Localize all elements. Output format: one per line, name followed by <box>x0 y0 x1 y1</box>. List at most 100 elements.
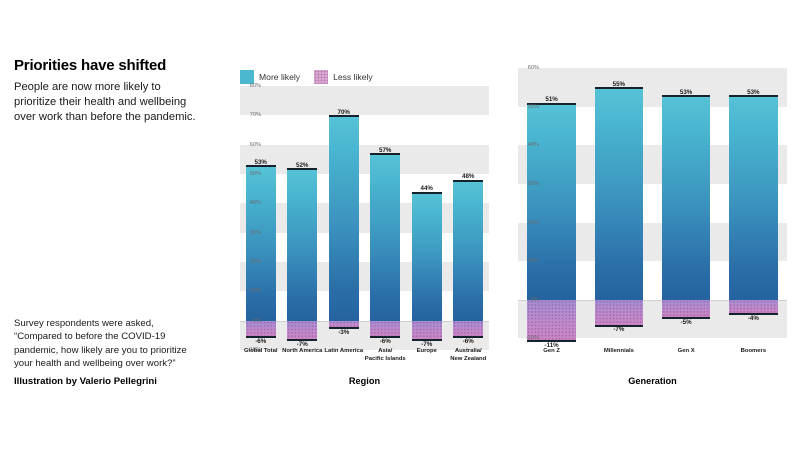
chart-region: 53% -6% 52% -7% 70% -3% 57% -6% 44% -7% 48% -6% 80% 7… <box>214 83 490 386</box>
legend-item-more-likely: More likely <box>240 70 300 84</box>
x-axis-category-label: Latin America <box>324 348 364 354</box>
y-axis-labels-region: 80% 70% 60% 50% 40% 30% 20% 10% 0% -10% <box>240 83 264 353</box>
bar-slot[interactable]: 44% -7% <box>406 86 448 350</box>
y-axis-tick: 50% <box>527 103 539 110</box>
bar-slot[interactable]: 57% -6% <box>365 86 407 350</box>
bar-less-likely[interactable]: -6% <box>370 320 401 345</box>
y-axis-tick: 20% <box>249 259 261 265</box>
bar-less-likely[interactable]: -7% <box>287 320 318 348</box>
plot-area-region: 53% -6% 52% -7% 70% -3% 57% -6% 44% -7% 48% -6% 80% 7… <box>240 83 490 353</box>
grid-band <box>240 320 489 350</box>
y-axis-tick: 0% <box>252 317 261 324</box>
zero-axis-line <box>240 320 489 322</box>
x-axis-category-label: Gen X <box>677 348 695 354</box>
bar-less-likely[interactable]: -7% <box>411 320 442 348</box>
bar-value-label-negative: -6% <box>255 337 267 345</box>
bar-value-label-positive: 53% <box>254 158 267 166</box>
bar-slot[interactable]: 51% -11% <box>518 68 585 350</box>
bar-group-generation: 51% -11% 55% -7% 53% -5% 53% -4% <box>518 68 787 350</box>
bar-value-label-positive: 48% <box>462 173 475 181</box>
grid-band <box>240 203 489 233</box>
page-subtitle: People are now more likely to prioritize… <box>14 81 196 124</box>
grid-band <box>240 144 489 174</box>
x-axis-title-generation: Generation <box>628 376 677 386</box>
illustration-credit: Illustration by Valerio Pellegrini <box>14 376 157 387</box>
x-axis-category-label: Europe <box>416 348 437 354</box>
bar-more-likely[interactable]: 53% <box>729 89 778 300</box>
page-title: Priorities have shifted <box>14 57 167 74</box>
bar-slot[interactable]: 48% -6% <box>448 86 490 350</box>
bar-slot[interactable]: 53% -6% <box>240 86 282 350</box>
bar-value-label-negative: -3% <box>338 328 350 336</box>
bar-less-likely[interactable]: -4% <box>729 299 778 322</box>
y-axis-tick: -10% <box>525 335 539 342</box>
bar-value-label-positive: 57% <box>379 146 392 154</box>
x-axis-category-label: Gen Z <box>543 348 560 354</box>
bar-less-likely[interactable]: -6% <box>453 320 484 345</box>
x-axis-category-label: Australia/ New Zealand <box>450 348 487 362</box>
bar-value-label-positive: 70% <box>337 108 350 116</box>
bar-value-label-negative: -6% <box>462 337 474 345</box>
bar-more-likely[interactable]: 70% <box>328 109 359 321</box>
bar-value-label-negative: -4% <box>747 314 759 322</box>
more-likely-swatch-icon <box>240 70 254 84</box>
chart-generation: 51% -11% 55% -7% 53% -5% 53% -4% 60% 50% 40% 30% 20%… <box>492 65 787 386</box>
y-axis-tick: 50% <box>249 171 261 177</box>
legend-item-less-likely: Less likely <box>314 70 373 84</box>
bar-more-likely[interactable]: 55% <box>594 81 644 300</box>
bar-less-likely[interactable]: -3% <box>328 320 359 336</box>
y-axis-tick: 10% <box>527 258 539 265</box>
bar-value-label-negative: -6% <box>379 337 391 345</box>
y-axis-tick: -10% <box>247 347 261 353</box>
bar-value-label-negative: -7% <box>296 340 308 348</box>
legend-label-more-likely: More likely <box>259 72 301 82</box>
grid-band <box>240 86 489 116</box>
bar-value-label-negative: -7% <box>613 326 625 334</box>
less-likely-swatch-icon <box>314 70 329 84</box>
y-axis-tick: 30% <box>527 180 539 187</box>
chart-legend: More likely Less likely <box>240 70 373 84</box>
bar-more-likely[interactable]: 52% <box>287 162 318 321</box>
y-axis-tick: 10% <box>249 288 261 295</box>
bar-less-likely[interactable]: -5% <box>661 299 711 326</box>
bar-slot[interactable]: 70% -3% <box>323 86 365 350</box>
zero-axis-line <box>518 299 787 301</box>
y-axis-tick: 80% <box>249 83 261 89</box>
x-axis-category-label: Millennials <box>603 348 634 354</box>
bar-more-likely[interactable]: 53% <box>661 89 711 300</box>
bar-value-label-positive: 53% <box>747 88 760 96</box>
y-axis-labels-generation: 60% 50% 40% 30% 20% 10% 0% -10% <box>518 65 542 350</box>
bar-less-likely[interactable]: -6% <box>245 320 276 345</box>
x-axis-category-label: Global Total <box>243 348 278 354</box>
y-axis-tick: 20% <box>527 219 539 226</box>
bar-less-likely[interactable]: -7% <box>594 299 644 333</box>
bar-more-likely[interactable]: 51% <box>527 96 576 300</box>
y-axis-tick: 70% <box>249 112 261 119</box>
x-axis-labels-generation: Gen Z Millennials Gen X Boomers <box>518 348 787 368</box>
survey-footnote: Survey respondents were asked, “Compared… <box>14 318 187 370</box>
bar-more-likely[interactable]: 57% <box>370 147 401 321</box>
x-axis-category-label: North America <box>282 348 323 354</box>
bar-more-likely[interactable]: 44% <box>411 185 442 321</box>
x-axis-category-label: Asia/ Pacific Islands <box>364 348 406 362</box>
y-axis-tick: 30% <box>249 229 261 236</box>
bar-slot[interactable]: 52% -7% <box>282 86 324 350</box>
y-axis-tick: 60% <box>249 141 261 148</box>
y-axis-tick: 40% <box>527 142 539 149</box>
x-axis-title-region: Region <box>348 376 381 386</box>
bar-more-likely[interactable]: 48% <box>453 173 484 321</box>
bar-value-label-negative: -7% <box>421 340 433 348</box>
bar-value-label-positive: 51% <box>545 96 558 104</box>
bar-slot[interactable]: 53% -5% <box>653 68 720 350</box>
bar-value-label-positive: 55% <box>612 80 626 88</box>
bar-slot[interactable]: 55% -7% <box>585 68 652 350</box>
bar-less-likely[interactable]: -11% <box>527 299 577 349</box>
y-axis-tick: 40% <box>249 200 261 207</box>
bar-value-label-positive: 52% <box>296 161 309 169</box>
grid-band <box>240 262 489 292</box>
bar-more-likely[interactable]: 53% <box>245 159 276 321</box>
y-axis-tick: 60% <box>527 65 539 71</box>
bar-slot[interactable]: 53% -4% <box>720 68 787 350</box>
bar-value-label-positive: 44% <box>420 185 433 193</box>
